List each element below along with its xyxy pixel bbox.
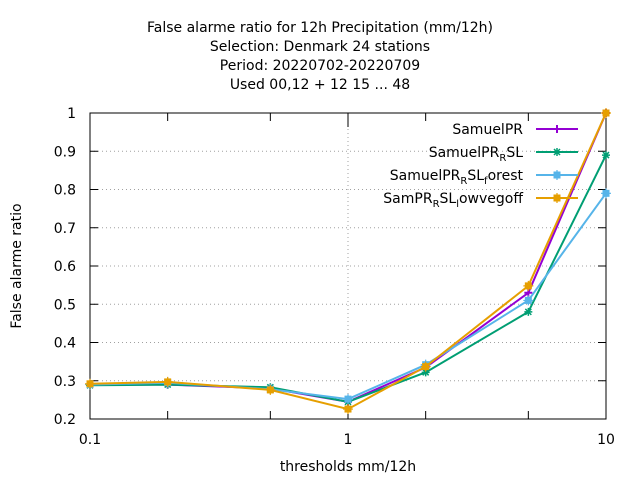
data-point: [421, 368, 430, 377]
data-point: [553, 125, 561, 133]
data-point-cross: [265, 384, 276, 395]
legend-label-part: SamPR: [383, 191, 433, 207]
y-tick-label: 0.6: [54, 259, 76, 275]
data-point-cross: [601, 188, 611, 199]
data-point-cross: [85, 378, 95, 389]
x-tick-label: 0.1: [79, 432, 101, 448]
legend-label-part: l: [456, 199, 459, 210]
legend-label-part: owvegoff: [459, 191, 523, 207]
data-point-cross: [523, 280, 534, 291]
y-tick-label: 0.5: [54, 297, 76, 313]
legend-label: SamuelPRRSL: [429, 145, 523, 164]
legend-label: SamPRRSLlowvegoff: [383, 191, 523, 210]
data-point-cross: [552, 193, 562, 203]
legend-label-part: orest: [488, 168, 524, 184]
legend-label: SamuelPRRSLforest: [390, 168, 524, 187]
legend-label-part: SamuelPR: [429, 145, 500, 161]
y-tick-label: 0.9: [54, 144, 76, 160]
legend-label-part: R: [499, 153, 506, 164]
legend-item: SamuelPRRSLforest: [390, 168, 578, 187]
title-line: False alarme ratio for 12h Precipitation…: [147, 20, 493, 36]
y-tick-label: 0.8: [54, 183, 76, 199]
title-line: Selection: Denmark 24 stations: [210, 39, 430, 55]
legend-label-part: SL: [467, 168, 484, 184]
data-point: [524, 307, 533, 316]
x-tick-label: 1: [344, 432, 353, 448]
data-point-cross: [552, 170, 562, 180]
series-SamuelPR_RSL_forest: [85, 188, 611, 405]
y-axis-label: False alarme ratio: [9, 203, 25, 328]
data-point-cross: [601, 108, 611, 118]
legend-item: SamuelPRRSL: [429, 145, 578, 164]
legend-label-part: R: [460, 176, 467, 187]
data-point: [553, 148, 561, 156]
legend-item: SamuelPR: [452, 122, 578, 138]
data-point-cross: [343, 394, 353, 405]
legend-label-part: SL: [506, 145, 523, 161]
legend-label: SamuelPR: [452, 122, 523, 138]
y-tick-label: 0.4: [54, 336, 76, 352]
y-tick-label: 1: [67, 106, 76, 122]
legend-label-part: SamuelPR: [452, 122, 523, 138]
y-tick-label: 0.7: [54, 221, 76, 237]
grid: [90, 113, 606, 419]
x-tick-label: 10: [597, 432, 615, 448]
series-lines: [85, 108, 611, 415]
legend-label-part: R: [433, 199, 440, 210]
y-tick-label: 0.2: [54, 412, 76, 428]
legend-label-part: SamuelPR: [390, 168, 461, 184]
data-point-cross: [162, 376, 173, 387]
legend: SamuelPRSamuelPRRSLSamuelPRRSLforestSamP…: [383, 122, 578, 210]
x-axis-label: thresholds mm/12h: [280, 459, 416, 475]
legend-item: SamPRRSLlowvegoff: [383, 191, 578, 210]
title-line: Used 00,12 + 12 15 ... 48: [230, 77, 410, 93]
data-point: [602, 151, 610, 160]
chart-title: False alarme ratio for 12h Precipitation…: [147, 20, 493, 93]
legend-label-part: SL: [440, 191, 457, 207]
axis-ticks: 0.2 0.3 0.4 0.5 0.6 0.7 0.8 0.9 1 0.1 1 10: [54, 106, 615, 448]
series-SamPR_RSL_lowvegoff: [85, 108, 611, 415]
legend-label-part: f: [484, 176, 488, 187]
title-line: Period: 20220702-20220709: [220, 58, 420, 74]
data-point-cross: [343, 404, 353, 415]
y-tick-label: 0.3: [54, 374, 76, 390]
data-point-cross: [523, 295, 534, 306]
data-point-cross: [420, 361, 431, 372]
series-line: [89, 154, 607, 403]
